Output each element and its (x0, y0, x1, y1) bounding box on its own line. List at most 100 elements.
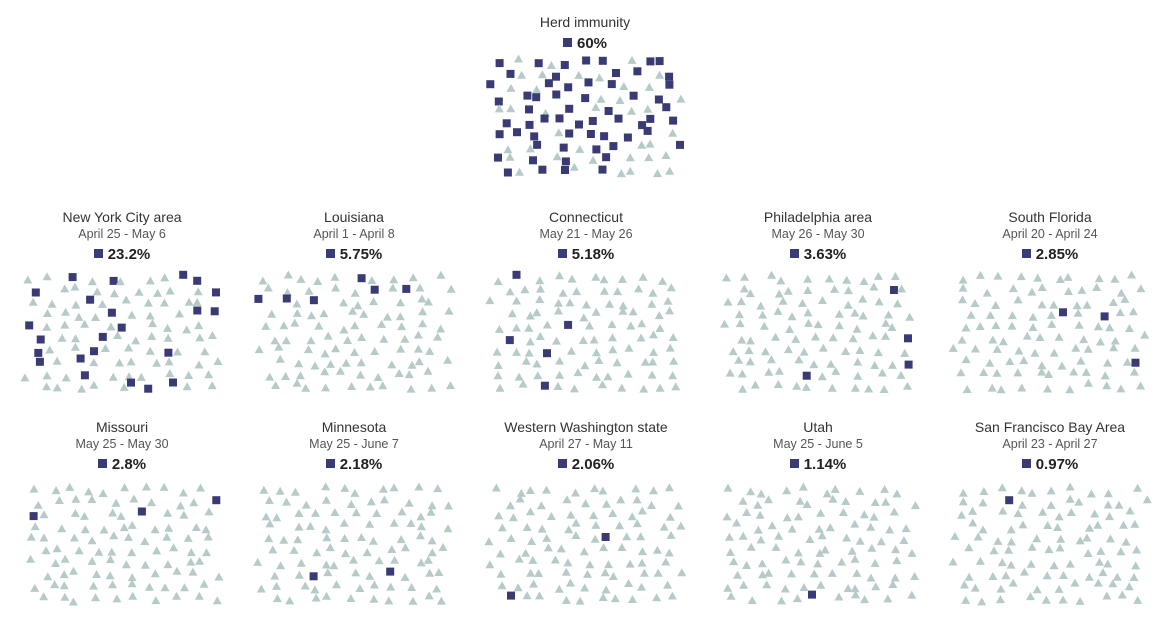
susceptible-unit (256, 584, 266, 593)
susceptible-unit (950, 531, 960, 540)
unit-field-louisiana (254, 270, 456, 393)
susceptible-unit (816, 508, 826, 517)
susceptible-unit (991, 321, 1001, 330)
susceptible-unit (888, 580, 898, 588)
susceptible-unit (359, 309, 369, 318)
susceptible-unit (424, 591, 434, 600)
susceptible-unit (977, 597, 987, 606)
susceptible-unit (77, 384, 87, 393)
susceptible-unit (1066, 508, 1076, 516)
susceptible-unit (512, 323, 521, 332)
immune-unit (802, 371, 811, 380)
susceptible-unit (50, 580, 60, 589)
susceptible-unit (723, 297, 733, 306)
susceptible-unit (1073, 308, 1083, 317)
susceptible-unit (425, 346, 435, 355)
immune-unit (602, 153, 611, 162)
susceptible-unit (910, 501, 920, 510)
susceptible-unit (1028, 312, 1038, 321)
immune-unit (534, 59, 543, 68)
susceptible-unit (417, 294, 427, 303)
unit-field-south-florida (948, 270, 1150, 394)
susceptible-unit (592, 372, 601, 381)
susceptible-unit (492, 347, 502, 356)
susceptible-unit (841, 497, 851, 505)
immune-unit (29, 512, 38, 521)
susceptible-unit (179, 510, 189, 519)
susceptible-unit (194, 321, 204, 330)
susceptible-unit (1007, 321, 1017, 330)
susceptible-unit (637, 558, 647, 567)
immune-unit (614, 114, 623, 123)
susceptible-unit (987, 383, 997, 392)
susceptible-unit (1033, 273, 1043, 282)
susceptible-unit (608, 509, 618, 517)
susceptible-unit (433, 332, 443, 341)
panel-title: Philadelphia area (763, 209, 873, 225)
susceptible-unit (304, 286, 314, 295)
susceptible-unit (851, 590, 861, 599)
panel-title: San Francisco Bay Area (974, 419, 1126, 435)
susceptible-unit (859, 277, 869, 285)
susceptible-unit (615, 96, 625, 104)
susceptible-unit (617, 383, 627, 392)
susceptible-unit (294, 359, 304, 368)
susceptible-unit (396, 298, 405, 307)
susceptible-unit (493, 277, 503, 286)
susceptible-unit (583, 569, 592, 578)
susceptible-unit (573, 368, 583, 377)
susceptible-unit (518, 379, 528, 388)
panel-value: 0.97% (940, 455, 1160, 474)
susceptible-unit (1013, 509, 1023, 518)
susceptible-unit (738, 531, 748, 540)
susceptible-unit (850, 383, 860, 392)
susceptible-unit (555, 356, 565, 365)
susceptible-unit (604, 560, 613, 569)
susceptible-unit (735, 319, 745, 328)
panel-date: May 25 - June 5 (773, 437, 863, 451)
susceptible-unit (801, 382, 811, 391)
susceptible-unit (60, 592, 70, 601)
susceptible-unit (975, 556, 985, 565)
susceptible-unit (1100, 371, 1110, 380)
susceptible-unit (1092, 283, 1102, 291)
susceptible-unit (313, 277, 323, 285)
susceptible-unit (1030, 348, 1040, 357)
susceptible-unit (636, 333, 646, 342)
susceptible-unit (522, 523, 532, 531)
susceptible-unit (787, 524, 797, 533)
susceptible-unit (624, 343, 634, 352)
susceptible-unit (623, 369, 633, 378)
susceptible-unit (350, 288, 360, 297)
susceptible-unit (1075, 596, 1085, 605)
immune-unit (601, 533, 610, 541)
susceptible-unit (781, 555, 791, 564)
susceptible-unit (995, 595, 1005, 604)
susceptible-unit (652, 593, 662, 602)
susceptible-unit (838, 508, 848, 516)
immune-unit (676, 140, 684, 149)
susceptible-unit (533, 371, 543, 380)
susceptible-unit (525, 144, 535, 153)
immune-unit (495, 59, 504, 68)
susceptible-unit (638, 272, 648, 281)
susceptible-unit (70, 508, 80, 517)
susceptible-unit (33, 500, 43, 509)
susceptible-unit (397, 507, 407, 516)
susceptible-unit (322, 591, 331, 600)
susceptible-unit (404, 498, 414, 507)
susceptible-unit (423, 297, 433, 306)
susceptible-unit (163, 560, 173, 569)
susceptible-unit (351, 508, 361, 517)
susceptible-unit (339, 518, 349, 527)
susceptible-unit (1017, 500, 1027, 509)
susceptible-unit (746, 487, 756, 496)
susceptible-unit (796, 557, 806, 566)
panel-date: May 25 - May 30 (75, 437, 169, 451)
susceptible-unit (496, 569, 506, 578)
susceptible-unit (321, 495, 331, 504)
susceptible-unit (517, 70, 527, 79)
susceptible-unit (1046, 500, 1056, 509)
susceptible-unit (195, 333, 205, 342)
susceptible-unit (1047, 319, 1057, 328)
